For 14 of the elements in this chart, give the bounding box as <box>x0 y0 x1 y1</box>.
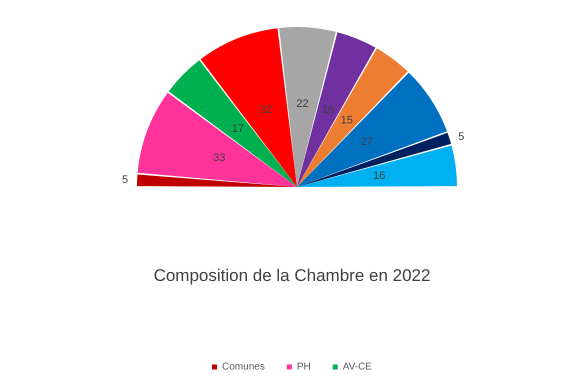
legend-label: PH <box>296 362 311 372</box>
data-label: 16 <box>322 104 334 116</box>
data-label: 27 <box>360 136 373 148</box>
data-label: 5 <box>122 174 128 186</box>
data-label: 5 <box>458 131 464 144</box>
data-label: 32 <box>260 104 272 116</box>
data-label: 16 <box>373 170 386 182</box>
legend-label: Comunes <box>222 362 265 372</box>
legend-label: AV-CE <box>342 362 372 372</box>
data-label: 22 <box>296 98 309 110</box>
text: Composition de la Chambre en 2022 <box>154 266 430 285</box>
data-label: 17 <box>232 122 244 135</box>
data-label: 33 <box>213 152 226 164</box>
data-label: 15 <box>340 114 353 127</box>
